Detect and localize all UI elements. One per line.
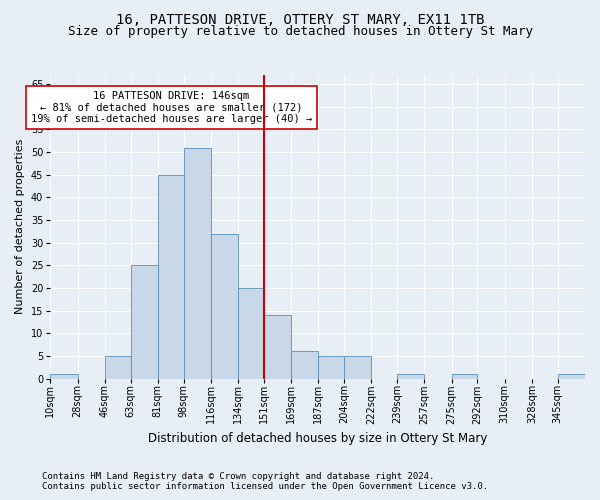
Bar <box>105 356 131 378</box>
Bar <box>131 266 158 378</box>
Text: Contains HM Land Registry data © Crown copyright and database right 2024.: Contains HM Land Registry data © Crown c… <box>42 472 434 481</box>
X-axis label: Distribution of detached houses by size in Ottery St Mary: Distribution of detached houses by size … <box>148 432 487 445</box>
Text: 16 PATTESON DRIVE: 146sqm
← 81% of detached houses are smaller (172)
19% of semi: 16 PATTESON DRIVE: 146sqm ← 81% of detac… <box>31 91 312 124</box>
Bar <box>50 374 77 378</box>
Bar <box>397 374 424 378</box>
Bar <box>158 174 184 378</box>
Text: 16, PATTESON DRIVE, OTTERY ST MARY, EX11 1TB: 16, PATTESON DRIVE, OTTERY ST MARY, EX11… <box>116 12 484 26</box>
Bar <box>264 315 291 378</box>
Text: Contains public sector information licensed under the Open Government Licence v3: Contains public sector information licen… <box>42 482 488 491</box>
Y-axis label: Number of detached properties: Number of detached properties <box>15 139 25 314</box>
Bar <box>344 356 371 378</box>
Bar <box>184 148 211 378</box>
Bar <box>238 288 264 378</box>
Bar <box>452 374 478 378</box>
Text: Size of property relative to detached houses in Ottery St Mary: Size of property relative to detached ho… <box>67 25 533 38</box>
Bar <box>291 352 319 378</box>
Bar <box>319 356 344 378</box>
Bar <box>558 374 585 378</box>
Bar <box>211 234 238 378</box>
